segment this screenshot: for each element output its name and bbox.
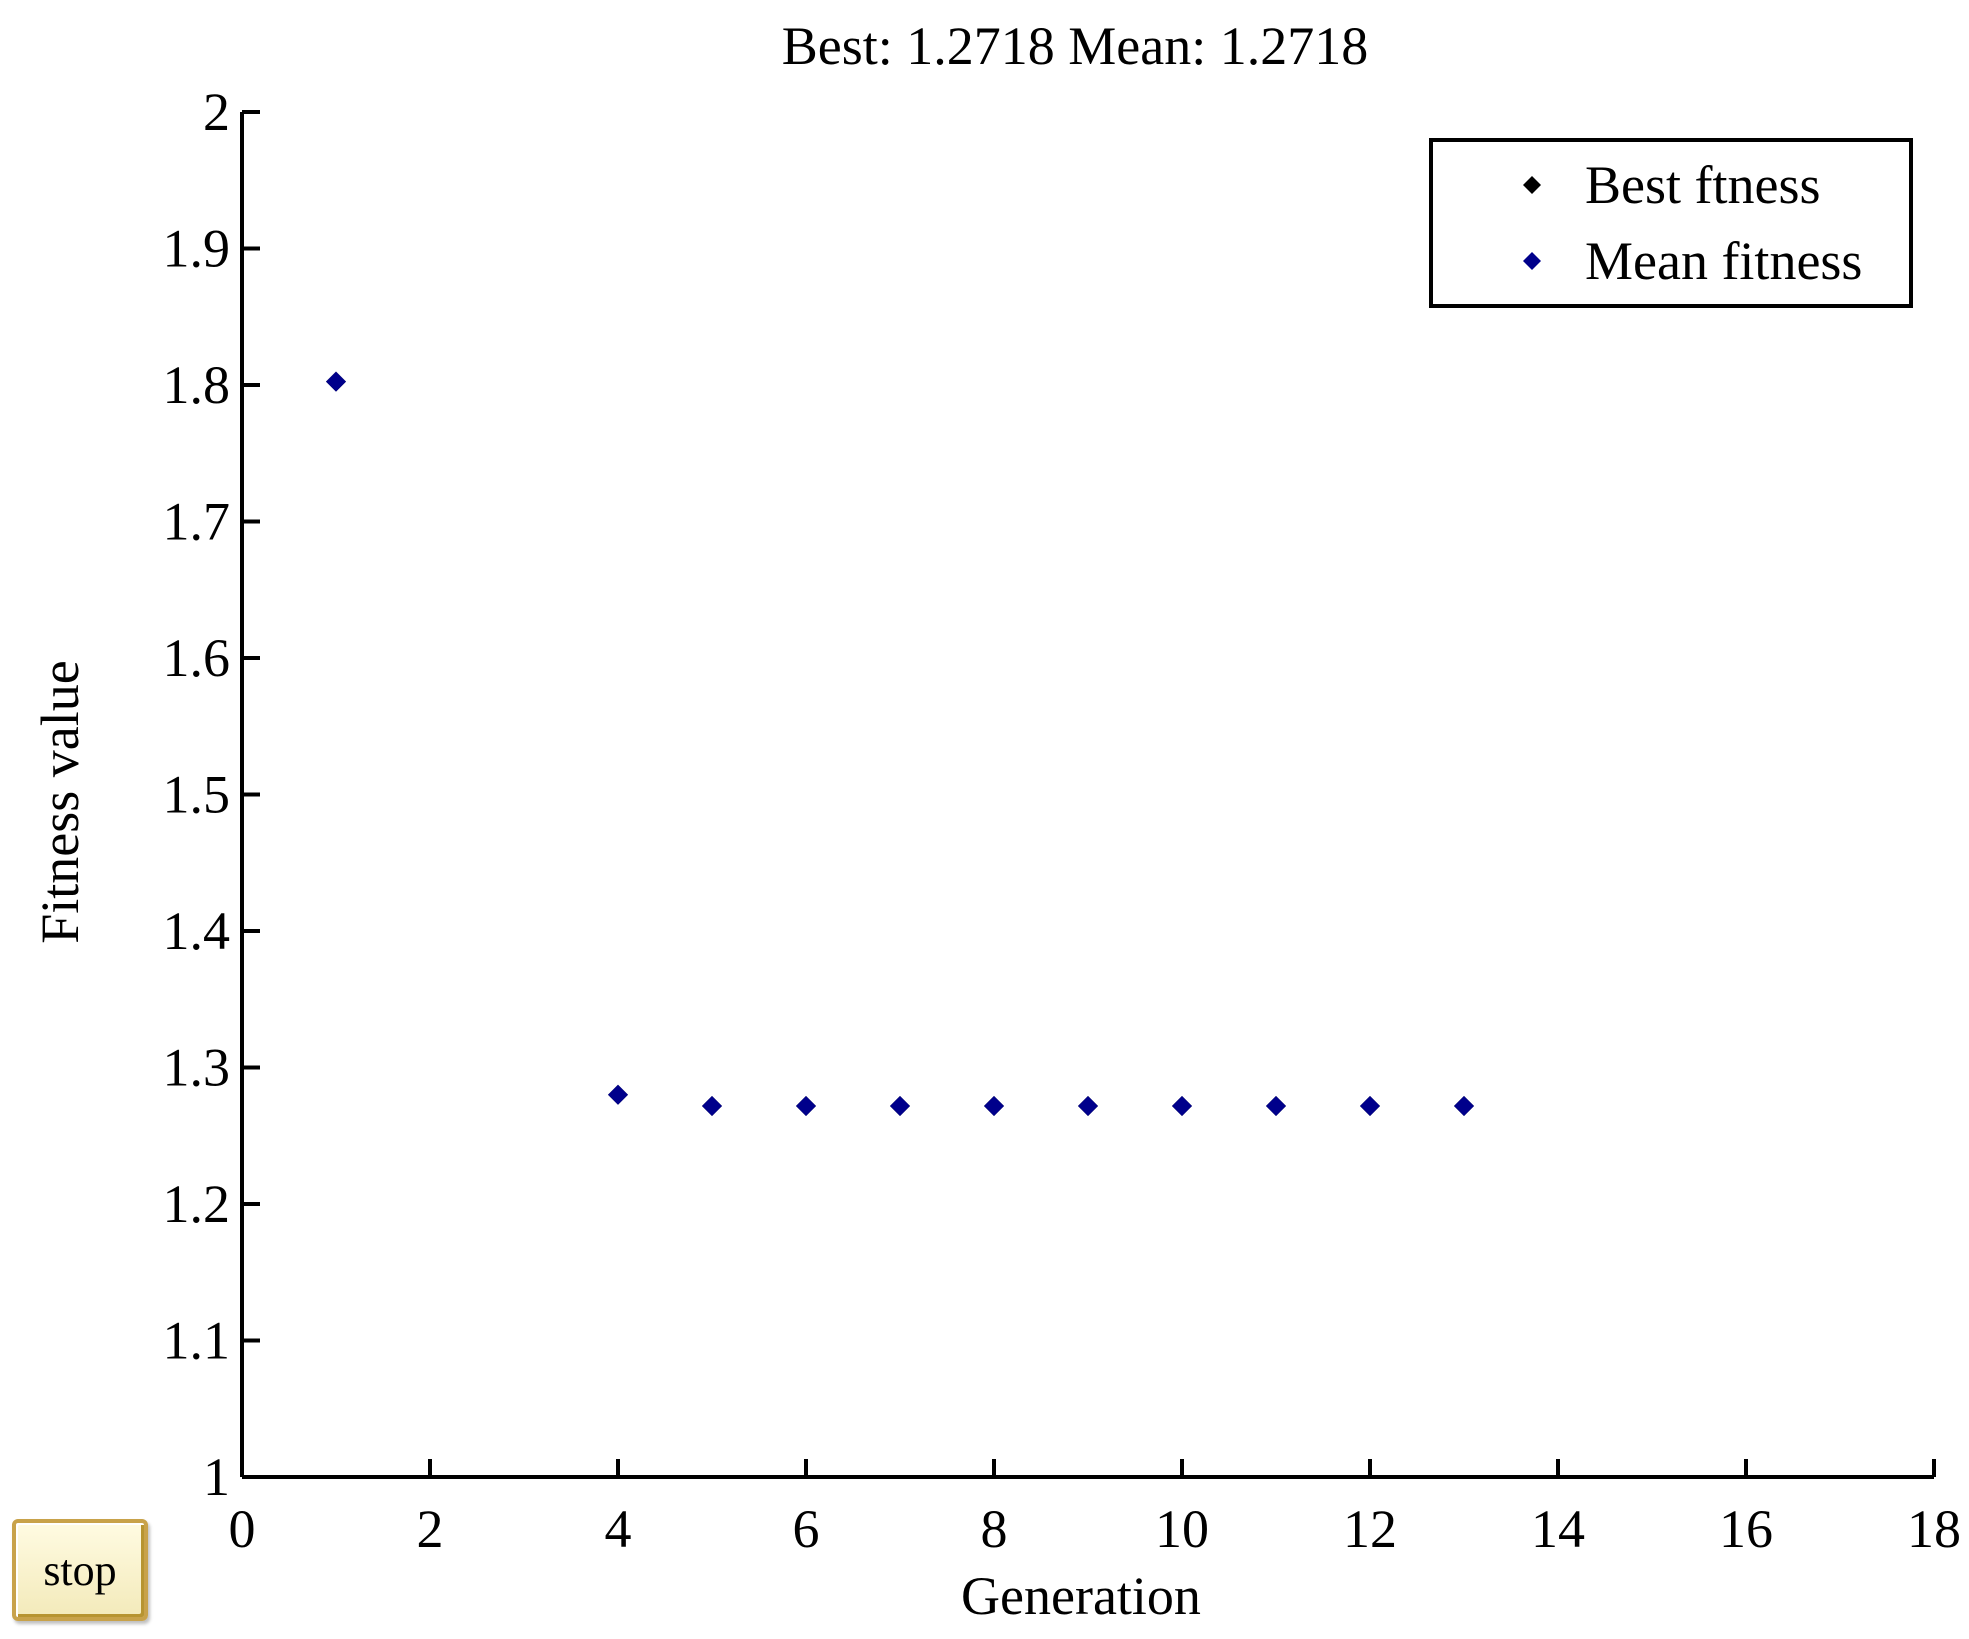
x-tick-label: 12 xyxy=(1343,1499,1397,1559)
y-axis-label: Fitness value xyxy=(30,660,90,943)
y-tick-label: 1.2 xyxy=(163,1174,231,1234)
legend: Best ftness Mean fitness xyxy=(1429,138,1913,308)
x-tick-label: 0 xyxy=(229,1499,256,1559)
mean-fitness-marker xyxy=(1266,1095,1286,1116)
y-tick-label: 1.8 xyxy=(163,355,231,415)
y-tick-label: 1.3 xyxy=(163,1038,231,1098)
mean-fitness-marker xyxy=(1172,1095,1192,1116)
axes xyxy=(240,112,1934,1479)
legend-box xyxy=(1429,138,1913,308)
chart-title: Best: 1.2718 Mean: 1.2718 xyxy=(782,16,1368,76)
y-tick-label: 1.9 xyxy=(163,219,231,279)
legend-marker xyxy=(1523,252,1541,270)
y-tick-label: 1.6 xyxy=(163,628,231,688)
legend-label: Best ftness xyxy=(1585,155,1821,215)
y-tick-label: 1 xyxy=(203,1447,230,1507)
x-tick-label: 14 xyxy=(1531,1499,1585,1559)
y-tick-label: 1.4 xyxy=(163,901,231,961)
mean-fitness-marker xyxy=(796,1095,816,1116)
mean-fitness-marker xyxy=(984,1095,1004,1116)
mean-fitness-marker xyxy=(890,1095,910,1116)
x-tick-label: 8 xyxy=(981,1499,1008,1559)
y-tick-label: 1.5 xyxy=(163,765,231,825)
x-tick-label: 10 xyxy=(1155,1499,1209,1559)
x-tick-label: 18 xyxy=(1907,1499,1961,1559)
x-tick-label: 16 xyxy=(1719,1499,1773,1559)
mean-fitness-marker xyxy=(608,1084,628,1105)
x-axis-label: Generation xyxy=(961,1566,1201,1626)
mean-fitness-marker xyxy=(1454,1095,1474,1116)
mean-fitness-marker xyxy=(326,371,346,392)
y-tick-label: 2 xyxy=(203,82,230,142)
y-ticks: 1 1.1 1.2 1.3 1.4 1.5 1.6 1.7 1.8 1.9 2 xyxy=(163,82,260,1507)
mean-fitness-marker xyxy=(702,1095,722,1116)
y-tick-label: 1.1 xyxy=(163,1311,231,1371)
x-ticks: 0 2 4 6 8 10 12 14 16 18 xyxy=(229,1459,1961,1559)
legend-label: Mean fitness xyxy=(1585,231,1862,291)
x-tick-label: 2 xyxy=(417,1499,444,1559)
legend-marker xyxy=(1523,176,1541,194)
stop-button[interactable]: stop xyxy=(12,1519,148,1621)
data-markers xyxy=(326,371,1474,1116)
mean-fitness-marker xyxy=(1360,1095,1380,1116)
mean-fitness-marker xyxy=(1078,1095,1098,1116)
x-tick-label: 6 xyxy=(793,1499,820,1559)
y-tick-label: 1.7 xyxy=(163,492,231,552)
x-tick-label: 4 xyxy=(605,1499,632,1559)
